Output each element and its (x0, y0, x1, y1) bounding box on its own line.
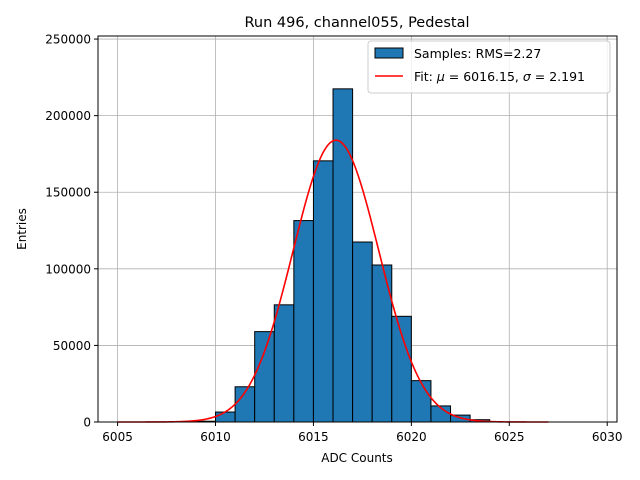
y-tick-label: 150000 (45, 186, 91, 200)
fit-curve-group (117, 139, 549, 423)
x-tick-label: 6005 (102, 430, 133, 444)
y-tick-label: 0 (83, 416, 91, 430)
histogram-bar (352, 241, 373, 423)
legend-box (367, 40, 611, 94)
y-tick-label: 200000 (45, 109, 91, 123)
histogram-bar (410, 380, 432, 423)
y-tick-label: 100000 (45, 262, 91, 276)
x-axis-title: ADC Counts (321, 451, 393, 465)
fit-curve (117, 139, 549, 423)
x-tick-label: 6025 (494, 430, 525, 444)
legend-label-samples: Samples: RMS=2.27 (414, 46, 541, 61)
legend-fit-sigma-value: = 2.191 (531, 69, 585, 84)
histogram-bars (195, 88, 491, 423)
y-tick-label: 50000 (53, 339, 91, 353)
histogram-bar (312, 160, 334, 423)
legend-fit-mu-symbol: μ (436, 69, 445, 84)
x-tick-label: 6010 (200, 430, 231, 444)
legend-label-fit: Fit: μ = 6016.15, σ = 2.191 (414, 69, 585, 84)
x-tick-label: 6015 (298, 430, 329, 444)
x-tick-label: 6020 (396, 430, 427, 444)
x-tick-label: 6030 (592, 430, 623, 444)
histogram-bar (273, 304, 295, 423)
histogram-bar (332, 88, 354, 423)
histogram-bar (215, 411, 236, 423)
x-axis-ticks: 6005 6010 6015 6020 6025 6030 (102, 422, 622, 444)
chart-title: Run 496, channel055, Pedestal (244, 15, 469, 31)
legend: Samples: RMS=2.27 Fit: μ = 6016.15, σ = … (367, 40, 611, 94)
y-tick-label: 250000 (45, 33, 91, 47)
legend-fit-sigma-symbol: σ (523, 69, 532, 84)
plot-frame (97, 35, 618, 423)
histogram-bar (293, 220, 314, 423)
legend-swatch-samples (374, 47, 404, 59)
histogram-bar (254, 331, 275, 423)
legend-fit-mu-value: = 6016.15, (445, 69, 523, 84)
y-axis-title: Entries (15, 208, 29, 250)
y-axis-ticks: 0 50000 100000 150000 200000 250000 (45, 33, 98, 430)
legend-fit-prefix: Fit: (414, 69, 437, 84)
